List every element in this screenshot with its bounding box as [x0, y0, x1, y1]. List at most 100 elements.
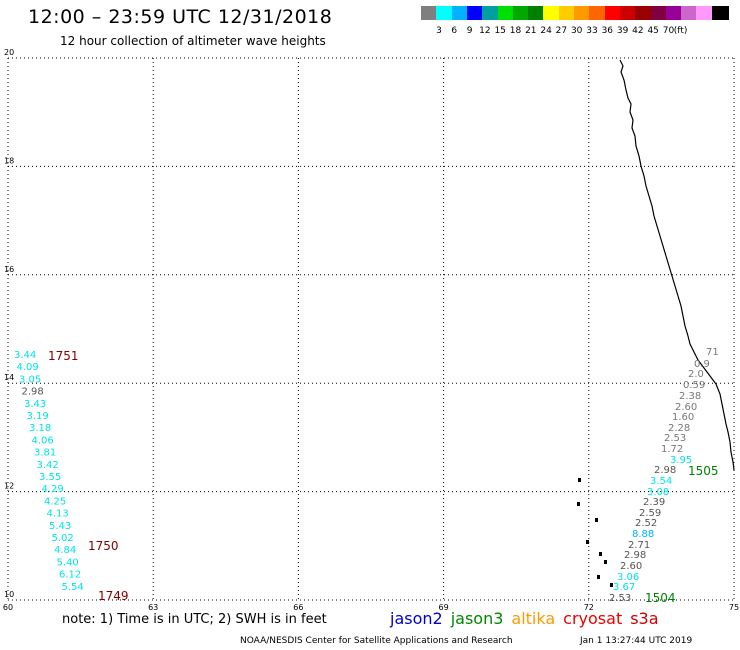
satellite-name: jason3 [450, 609, 504, 628]
wave-height-value: 3.44 [14, 350, 36, 361]
legend-label: 24 [540, 26, 552, 36]
island [610, 583, 613, 587]
wave-height-value: 2.39 [643, 497, 665, 508]
island [599, 552, 602, 556]
wave-height-value: 2.38 [679, 391, 701, 402]
legend-swatch [574, 6, 591, 20]
y-tick-label: 14 [4, 373, 14, 382]
legend-swatch [466, 6, 484, 20]
satellite-legend: jason2 jason3 altika cryosat s3a [390, 609, 667, 628]
legend-label: 70 [662, 26, 675, 36]
wave-height-value: 5.54 [62, 582, 84, 593]
legend-swatch [681, 6, 699, 20]
legend-swatch [711, 6, 729, 20]
wave-height-value: 3.81 [34, 448, 56, 459]
legend-label: 42 [632, 26, 644, 36]
wave-height-value: 6.12 [59, 570, 81, 581]
satellite-name: s3a [630, 609, 659, 628]
legend-swatch [436, 6, 454, 20]
pass-number-label: 1504 [645, 591, 676, 605]
x-tick-label: 63 [148, 603, 158, 612]
wave-height-value: 3.06 [617, 572, 639, 583]
wave-height-value: 3.05 [19, 374, 41, 385]
y-tick-label: 20 [4, 48, 14, 57]
wave-height-value: 2.53 [664, 433, 686, 444]
wave-height-value: 3.08 [647, 487, 669, 498]
wave-height-value: 4.25 [44, 496, 66, 507]
wave-height-value: 4.84 [54, 545, 76, 556]
legend-swatch [635, 6, 653, 20]
legend-label: 45 [647, 26, 659, 36]
wave-height-value: 4.29 [42, 484, 64, 495]
legend-label: 6 [451, 26, 458, 36]
satellite-name: altika [511, 609, 556, 628]
legend-label: 15 [494, 26, 506, 36]
map-title: 12:00 – 23:59 UTC 12/31/2018 [28, 6, 333, 28]
y-tick-label: 18 [4, 156, 14, 165]
x-tick-label: 72 [584, 603, 594, 612]
legend-swatch [528, 6, 546, 20]
x-tick-label: 69 [439, 603, 449, 612]
legend-label: 9 [466, 26, 473, 36]
x-tick-label: 60 [3, 603, 13, 612]
legend-swatch [650, 6, 668, 20]
pass-number-label: 1751 [48, 349, 79, 363]
satellite-name: jason2 [390, 609, 443, 628]
y-tick-label: 12 [4, 482, 14, 491]
pass-number-label: 1505 [688, 464, 719, 478]
map-subtitle: 12 hour collection of altimeter wave hei… [60, 34, 326, 48]
legend-swatch [512, 6, 530, 20]
x-tick-label: 66 [293, 603, 303, 612]
island [595, 518, 598, 522]
legend-label: 18 [509, 26, 522, 36]
wave-height-value: 2.98 [624, 550, 646, 561]
units-note: note: 1) Time is in UTC; 2) SWH is in fe… [62, 612, 327, 627]
island [577, 502, 580, 506]
island [604, 560, 607, 564]
wave-height-value: 2.59 [639, 508, 661, 519]
legend-label: 33 [586, 26, 598, 36]
wave-height-value: 71 [706, 347, 719, 358]
generated-timestamp: Jan 1 13:27:44 UTC 2019 [580, 636, 693, 646]
legend-swatch [619, 6, 637, 20]
wave-height-value: 3.67 [613, 582, 635, 593]
legend-label: 36 [601, 26, 614, 36]
wave-height-value: 2.98 [654, 465, 676, 476]
pass-number-label: 1749 [98, 589, 129, 603]
legend-swatch [482, 6, 500, 20]
coastline [619, 59, 735, 471]
wave-height-value: 1.60 [672, 412, 694, 423]
legend-swatch [665, 6, 683, 20]
wave-height-value: 3.54 [650, 476, 672, 487]
wave-height-value: 3.43 [24, 399, 46, 410]
y-tick-label: 16 [4, 265, 14, 274]
wave-height-value: 3.42 [37, 460, 59, 471]
wave-height-value: 2.98 [22, 387, 44, 398]
wave-height-value: 2.60 [620, 561, 642, 572]
legend-swatch [451, 6, 469, 20]
wave-height-value: 5.43 [49, 521, 71, 532]
legend-label: 27 [555, 26, 568, 36]
wave-height-value: 2.52 [635, 518, 657, 529]
legend-swatch [543, 6, 561, 20]
y-tick-label: 10 [4, 590, 14, 599]
wave-height-value: 2.71 [628, 540, 650, 551]
satellite-name: cryosat [563, 609, 623, 628]
legend-swatch [589, 6, 607, 20]
wave-height-value: 8.88 [632, 529, 654, 540]
wave-height-value: 2.60 [675, 402, 697, 413]
island [578, 478, 581, 482]
pass-number-label: 1750 [88, 539, 119, 553]
wave-height-value: 2.0 [688, 369, 704, 380]
wave-height-value: 2.28 [668, 423, 690, 434]
wave-height-value: 1.72 [661, 444, 683, 455]
wave-height-value: 0.9 [694, 359, 710, 370]
wave-height-value: 2.53 [609, 593, 631, 604]
legend-swatch [421, 6, 438, 20]
wave-height-value: 4.13 [47, 509, 69, 520]
x-tick-label: 75 [729, 603, 739, 612]
legend-label: 30 [570, 26, 583, 36]
legend-label: 12 [479, 26, 491, 36]
legend-label: 3 [436, 26, 442, 36]
